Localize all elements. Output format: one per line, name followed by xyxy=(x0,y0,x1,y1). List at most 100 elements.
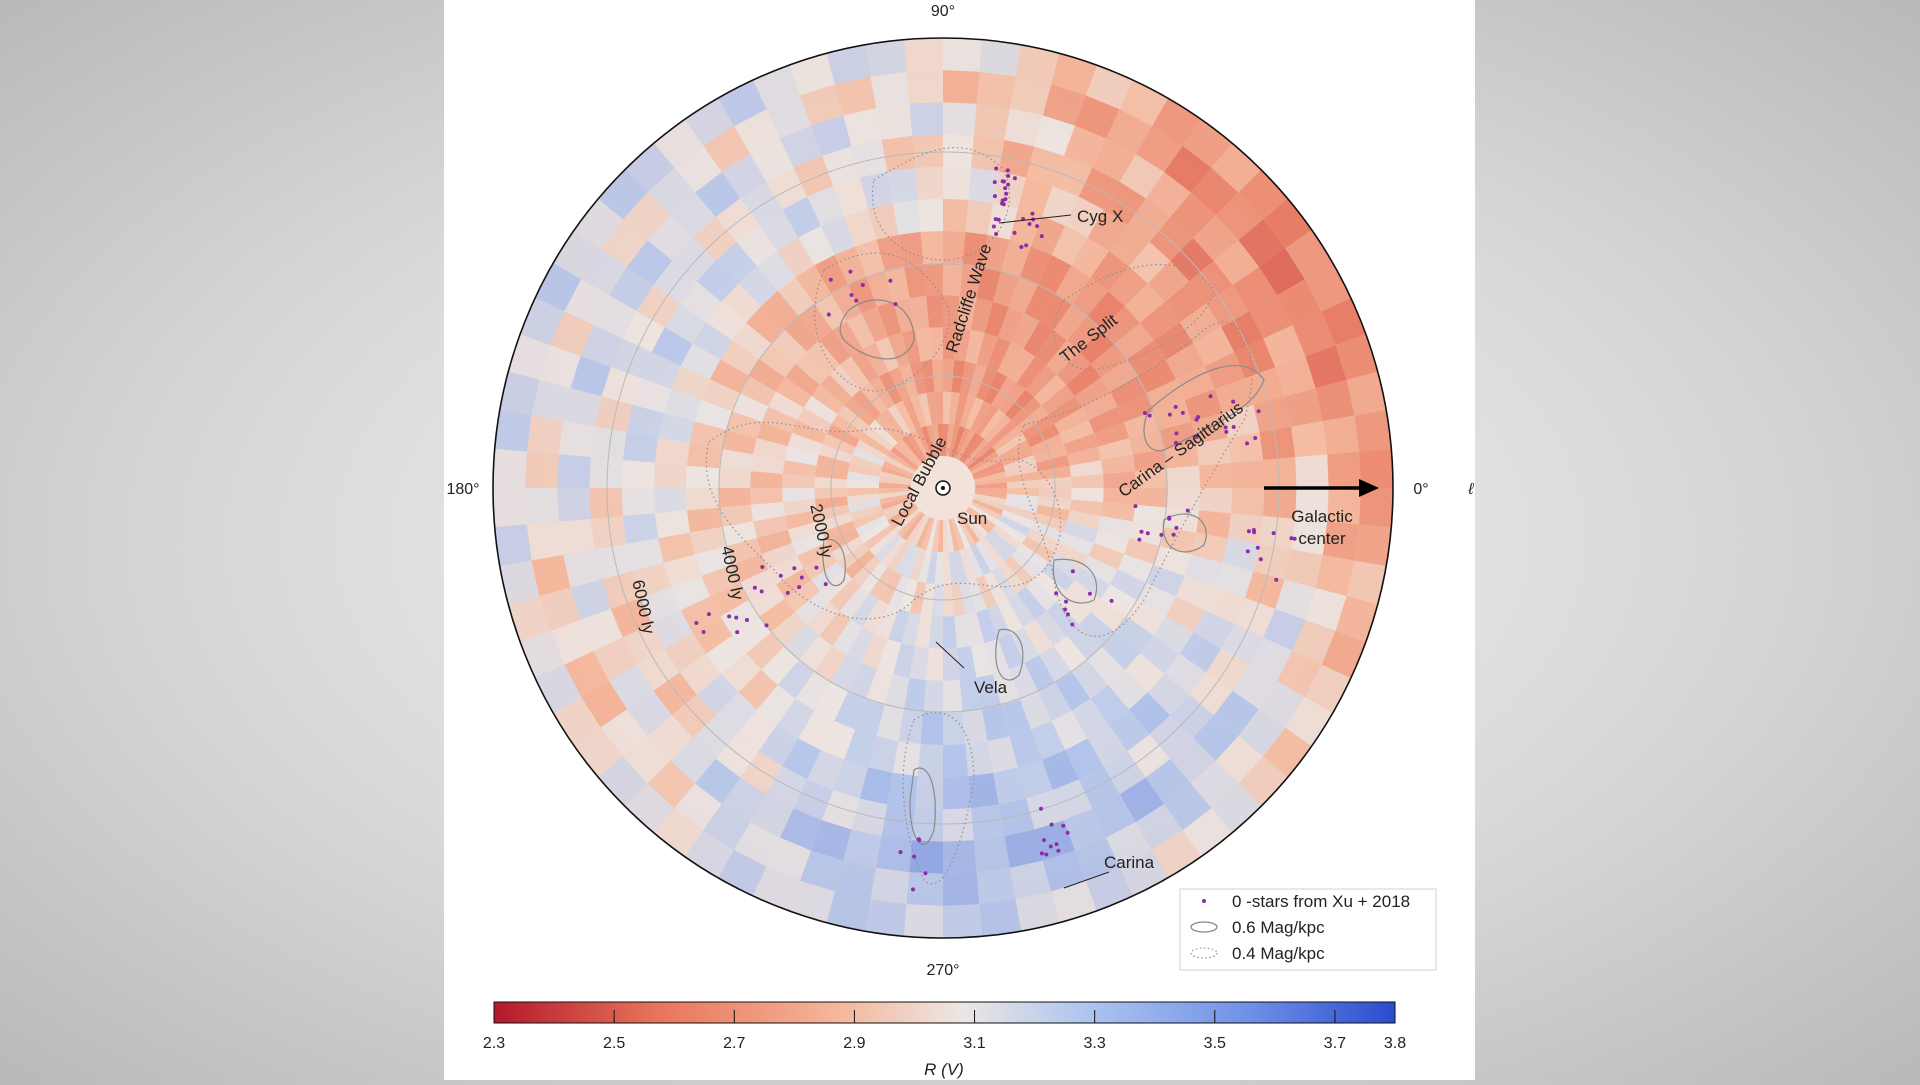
sector-cell xyxy=(590,426,627,460)
angle-label-90: 90° xyxy=(931,3,955,20)
sector-cell xyxy=(1124,537,1161,565)
sector-cell xyxy=(852,389,882,420)
legend-dotted-marker xyxy=(1190,947,1218,959)
sector-cell xyxy=(869,529,898,557)
sector-cell xyxy=(849,455,883,472)
sector-cell xyxy=(975,367,998,401)
sector-cell xyxy=(943,134,974,168)
sector-cell xyxy=(814,465,849,480)
o-star-dot xyxy=(1253,436,1258,441)
sector-cell xyxy=(1165,596,1206,633)
sector-cell xyxy=(1042,850,1086,892)
sector-cell xyxy=(1108,266,1148,307)
sector-cell xyxy=(870,867,910,905)
sector-cell xyxy=(758,343,796,378)
sector-cell xyxy=(718,80,767,127)
sector-cell xyxy=(915,614,932,649)
sector-cell xyxy=(672,694,716,739)
sector-cell xyxy=(558,421,595,458)
sector-cell xyxy=(1119,777,1165,823)
sector-cell xyxy=(954,327,971,362)
sector-cell xyxy=(1071,698,1109,739)
sector-cell xyxy=(1039,293,1073,331)
sector-cell xyxy=(1145,758,1191,804)
sector-cell xyxy=(846,627,876,663)
sector-cell xyxy=(622,432,659,463)
sector-cell xyxy=(653,260,697,304)
sector-cell xyxy=(848,499,881,513)
sector-cell xyxy=(943,648,960,681)
sector-cell xyxy=(694,400,732,430)
sector-cell xyxy=(608,266,654,312)
sector-cell xyxy=(906,514,927,544)
sector-cell xyxy=(963,510,989,538)
sector-cell xyxy=(959,432,980,462)
sector-cell xyxy=(1004,389,1034,420)
sector-cell xyxy=(826,891,871,932)
sector-cell xyxy=(783,315,820,352)
o-star-dot xyxy=(992,194,997,199)
sector-cell xyxy=(937,423,943,456)
sector-cell xyxy=(1147,673,1190,716)
sector-cell xyxy=(948,391,960,425)
sector-cell xyxy=(777,698,815,739)
sector-cell xyxy=(1039,645,1073,683)
sector-cell xyxy=(1354,409,1392,452)
sector-cell xyxy=(975,404,999,436)
sector-cell xyxy=(909,646,929,681)
sector-cell xyxy=(782,499,817,516)
sector-cell xyxy=(1221,623,1264,665)
colorbar: 2.3 2.5 2.7 2.9 3.1 3.3 3.5 3.7 3.8 R (V) xyxy=(483,1001,1406,1079)
sector-cell xyxy=(1335,334,1378,380)
sector-cell xyxy=(1259,516,1296,550)
colorbar-tick-label: 3.3 xyxy=(1084,1035,1106,1052)
o-star-dot xyxy=(1005,168,1010,173)
sector-cell xyxy=(876,234,904,271)
sector-cell xyxy=(979,39,1022,77)
sector-cell xyxy=(890,506,919,530)
sector-cell xyxy=(1164,443,1200,469)
sector-cell xyxy=(974,493,1007,505)
o-star-dot xyxy=(1274,577,1279,582)
sector-cell xyxy=(1249,637,1293,681)
sector-cell xyxy=(998,139,1035,178)
sector-cell xyxy=(979,537,1005,567)
o-star-dot xyxy=(1000,179,1005,184)
sector-cell xyxy=(670,192,716,238)
sector-cell xyxy=(1041,750,1079,791)
sector-cell xyxy=(923,680,943,713)
sector-cell xyxy=(899,578,919,613)
sector-cell xyxy=(1213,690,1259,736)
legend-label-04: 0.4 Mag/kpc xyxy=(1232,944,1325,963)
sector-cell xyxy=(903,38,943,72)
sector-cell xyxy=(876,103,913,140)
sector-cell xyxy=(1304,664,1351,713)
sector-cell xyxy=(846,471,880,483)
sector-cell xyxy=(718,504,754,528)
sector-cell xyxy=(1221,311,1264,353)
colorbar-gradient xyxy=(493,1001,1396,1024)
sector-cell xyxy=(692,322,733,360)
o-star-dot xyxy=(1167,412,1172,417)
sector-cell xyxy=(508,596,551,642)
o-star-dot xyxy=(888,278,893,283)
sector-cell xyxy=(1085,65,1134,110)
sector-cell xyxy=(976,867,1016,905)
sector-cell xyxy=(844,397,875,427)
sector-cell xyxy=(975,488,1008,494)
sector-cell xyxy=(1092,794,1136,838)
sector-cell xyxy=(910,548,927,582)
sector-cell xyxy=(1042,84,1086,126)
sector-cell xyxy=(892,199,921,235)
sector-cell xyxy=(553,229,601,280)
sector-cell xyxy=(651,610,693,649)
sector-cell xyxy=(1055,672,1091,711)
sector-cell xyxy=(878,476,912,486)
sector-cell xyxy=(1196,510,1232,539)
sector-cell xyxy=(672,237,716,282)
sector-cell xyxy=(859,171,893,209)
sector-cell xyxy=(881,537,907,567)
sector-cell xyxy=(948,519,960,552)
sector-cell xyxy=(874,414,902,443)
sector-cell xyxy=(570,579,611,620)
